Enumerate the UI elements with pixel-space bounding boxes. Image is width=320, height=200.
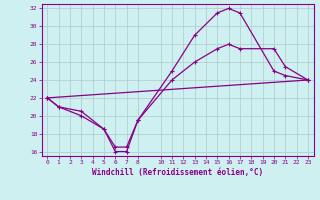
X-axis label: Windchill (Refroidissement éolien,°C): Windchill (Refroidissement éolien,°C): [92, 168, 263, 177]
